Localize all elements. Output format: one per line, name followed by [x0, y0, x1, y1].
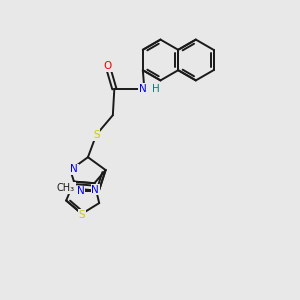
Text: N: N	[92, 184, 99, 195]
Text: O: O	[103, 61, 112, 71]
Text: CH₃: CH₃	[57, 183, 75, 193]
Text: S: S	[79, 210, 85, 220]
Text: H: H	[152, 84, 160, 94]
Text: N: N	[70, 164, 78, 175]
Text: N: N	[77, 186, 85, 197]
Text: N: N	[139, 84, 147, 94]
Text: S: S	[93, 130, 100, 140]
